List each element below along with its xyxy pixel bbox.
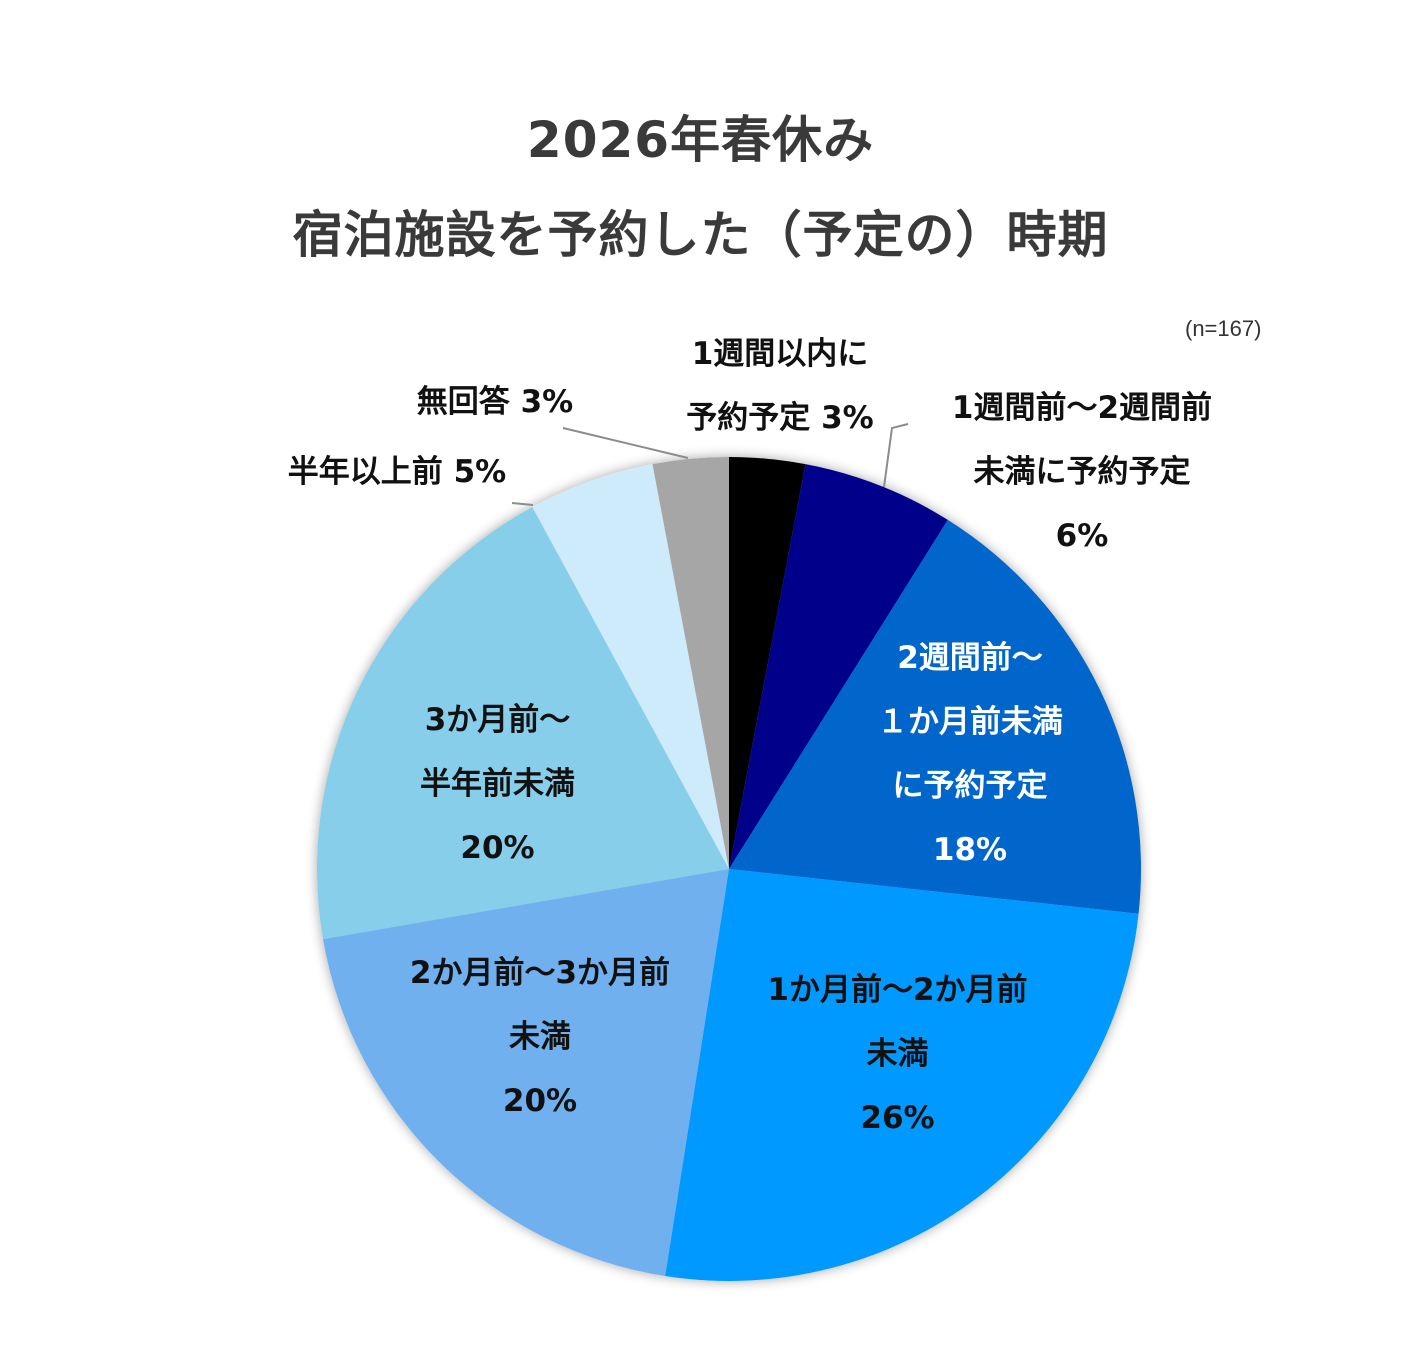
label-line: 3か月前～ bbox=[424, 702, 571, 738]
pie-slice bbox=[532, 464, 729, 869]
label-line: 26% bbox=[860, 1100, 935, 1136]
label-line: 未満に予約予定 bbox=[973, 454, 1191, 490]
label-line: 6% bbox=[1055, 518, 1109, 554]
label-line: 予約予定 3% bbox=[686, 400, 874, 436]
pie-slice bbox=[729, 464, 948, 869]
label-line: 20% bbox=[460, 830, 535, 866]
label-line: 未満 bbox=[509, 1019, 571, 1055]
pie-slice bbox=[323, 869, 729, 1277]
label-1-2-weeks: 1週間前～2週間前 未満に予約予定 6% bbox=[912, 376, 1252, 568]
pie-slice bbox=[729, 519, 1141, 914]
chart-title-line2: 宿泊施設を予約した（予定の）時期 bbox=[292, 206, 1109, 264]
label-line: 半年前未満 bbox=[420, 766, 575, 802]
label-line: 1週間前～2週間前 bbox=[951, 390, 1213, 426]
pie-slice bbox=[316, 506, 729, 940]
chart-title-line1: 2026年春休み bbox=[526, 111, 875, 169]
label-no-answer: 無回答 3% bbox=[395, 370, 595, 434]
label-2-3-months: 2か月前～3か月前 未満 20% bbox=[375, 941, 705, 1133]
leader-lines bbox=[511, 423, 909, 506]
sample-size-note: (n=167) bbox=[1185, 316, 1262, 341]
label-line: 1週間以内に bbox=[691, 336, 869, 372]
pie-slice bbox=[652, 457, 729, 869]
pie-slice bbox=[729, 457, 806, 869]
label-line: １か月前未満 bbox=[877, 704, 1063, 740]
label-line: 1か月前～2か月前 bbox=[767, 972, 1028, 1008]
leader-line-no-answer bbox=[562, 427, 689, 459]
pie-slice bbox=[665, 869, 1139, 1282]
label-within-1-week: 1週間以内に 予約予定 3% bbox=[660, 322, 900, 450]
label-line: 2週間前～ bbox=[897, 640, 1043, 676]
pie-slices bbox=[316, 457, 1141, 1282]
label-line: 18% bbox=[932, 832, 1008, 868]
leader-line-half-year bbox=[511, 502, 534, 506]
label-1-2-months: 1か月前～2か月前 未満 26% bbox=[735, 958, 1060, 1150]
label-line: 無回答 3% bbox=[416, 384, 574, 420]
label-line: 20% bbox=[502, 1083, 578, 1119]
label-line: 半年以上前 5% bbox=[287, 454, 507, 490]
label-3-6-months: 3か月前～ 半年前未満 20% bbox=[385, 688, 610, 880]
label-line: 2か月前～3か月前 bbox=[409, 955, 671, 991]
label-half-year-plus: 半年以上前 5% bbox=[262, 440, 532, 504]
label-line: 未満 bbox=[866, 1036, 929, 1072]
label-line: に予約予定 bbox=[892, 768, 1048, 804]
leader-line-1week-2weeks bbox=[883, 423, 909, 488]
label-2weeks-1month: 2週間前～ １か月前未満 に予約予定 18% bbox=[845, 626, 1095, 882]
